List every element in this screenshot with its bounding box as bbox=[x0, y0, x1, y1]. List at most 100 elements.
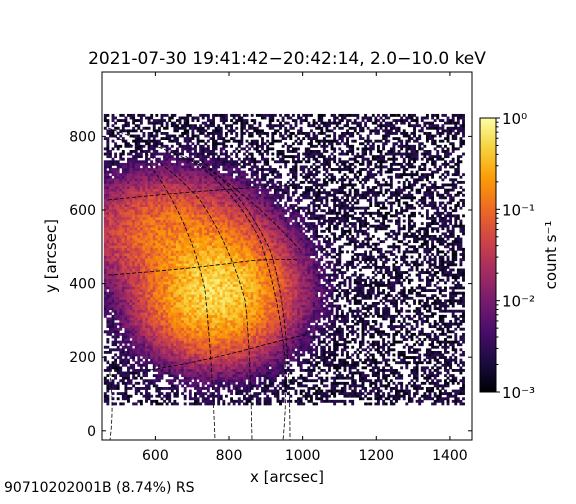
heatmap-cell bbox=[230, 173, 233, 177]
heatmap-cell bbox=[137, 211, 141, 215]
heatmap-cell bbox=[157, 361, 161, 365]
heatmap-cell bbox=[170, 268, 174, 272]
heatmap-cell bbox=[132, 338, 136, 341]
heatmap-cell bbox=[209, 245, 213, 249]
heatmap-cell bbox=[170, 374, 174, 378]
heatmap-cell bbox=[222, 294, 226, 298]
heatmap-cell bbox=[137, 229, 141, 233]
heatmap-cell bbox=[163, 237, 166, 241]
heatmap-cell bbox=[165, 165, 169, 169]
heatmap-cell bbox=[232, 245, 236, 249]
heatmap-cell bbox=[186, 216, 190, 220]
heatmap-cell bbox=[188, 144, 192, 148]
heatmap-cell bbox=[142, 374, 146, 378]
heatmap-cell bbox=[157, 374, 161, 378]
heatmap-cell bbox=[212, 312, 215, 316]
heatmap-cell bbox=[139, 343, 143, 347]
heatmap-cell bbox=[188, 332, 192, 336]
heatmap-cell bbox=[134, 258, 138, 262]
heatmap-cell bbox=[212, 168, 215, 171]
heatmap-cell bbox=[170, 343, 174, 347]
heatmap-cell bbox=[163, 299, 166, 303]
heatmap-cell bbox=[160, 374, 164, 378]
heatmap-cell bbox=[124, 296, 128, 300]
heatmap-cell bbox=[139, 366, 143, 370]
heatmap-cell bbox=[114, 314, 118, 318]
heatmap-cell bbox=[230, 340, 233, 344]
heatmap-cell bbox=[129, 271, 133, 274]
heatmap-cell bbox=[163, 188, 166, 192]
heatmap-cell bbox=[204, 361, 208, 365]
heatmap-cell bbox=[219, 222, 223, 226]
heatmap-cell bbox=[103, 113, 107, 117]
heatmap-cell bbox=[209, 281, 213, 285]
heatmap-cell bbox=[230, 271, 233, 274]
heatmap-cell bbox=[230, 322, 233, 326]
heatmap-cell bbox=[134, 209, 138, 213]
heatmap-cell bbox=[145, 263, 148, 267]
heatmap-cell bbox=[160, 312, 164, 316]
heatmap-cell bbox=[178, 322, 182, 326]
heatmap-cell bbox=[224, 144, 228, 148]
heatmap-cell bbox=[232, 198, 236, 202]
heatmap-cell bbox=[124, 214, 128, 218]
heatmap-cell bbox=[230, 363, 233, 367]
heatmap-cell bbox=[188, 330, 192, 334]
heatmap-cell bbox=[212, 222, 215, 226]
heatmap-cell bbox=[127, 276, 130, 280]
heatmap-cell bbox=[196, 209, 200, 213]
heatmap-cell bbox=[209, 232, 213, 236]
heatmap-cell bbox=[155, 191, 159, 195]
heatmap-cell bbox=[152, 379, 156, 383]
heatmap-cell bbox=[217, 240, 221, 244]
heatmap-cell bbox=[160, 193, 164, 197]
heatmap-cell bbox=[224, 258, 228, 262]
heatmap-cell bbox=[219, 263, 223, 267]
heatmap-cell bbox=[212, 258, 215, 262]
heatmap-cell bbox=[209, 131, 213, 135]
heatmap-cell bbox=[188, 219, 192, 223]
heatmap-cell bbox=[106, 345, 110, 349]
heatmap-cell bbox=[114, 330, 118, 334]
heatmap-cell bbox=[152, 237, 156, 241]
heatmap-cell bbox=[111, 317, 115, 321]
heatmap-cell bbox=[176, 232, 179, 236]
heatmap-cell bbox=[116, 273, 120, 277]
heatmap-cell bbox=[121, 302, 125, 305]
heatmap-cell bbox=[114, 278, 118, 282]
heatmap-cell bbox=[139, 255, 143, 259]
heatmap-cell bbox=[145, 186, 148, 189]
heatmap-cell bbox=[209, 348, 213, 352]
heatmap-cell bbox=[217, 173, 221, 177]
heatmap-cell bbox=[201, 198, 205, 202]
heatmap-cell bbox=[132, 258, 136, 262]
heatmap-cell bbox=[157, 299, 161, 303]
heatmap-cell bbox=[199, 157, 203, 161]
heatmap-cell bbox=[206, 196, 210, 200]
heatmap-cell bbox=[201, 206, 205, 210]
heatmap-cell bbox=[206, 209, 210, 213]
heatmap-cell bbox=[152, 186, 156, 189]
heatmap-cell bbox=[109, 368, 112, 372]
heatmap-cell bbox=[214, 299, 218, 303]
heatmap-cell bbox=[139, 144, 143, 148]
heatmap-cell bbox=[114, 168, 118, 171]
heatmap-cell bbox=[137, 273, 141, 277]
heatmap-cell bbox=[111, 198, 115, 202]
heatmap-cell bbox=[206, 191, 210, 195]
heatmap-cell bbox=[150, 198, 154, 202]
heatmap-cell bbox=[116, 363, 120, 367]
heatmap-cell bbox=[142, 168, 146, 171]
heatmap-cell bbox=[181, 250, 185, 254]
heatmap-cell bbox=[155, 273, 159, 277]
heatmap-cell bbox=[222, 250, 226, 254]
heatmap-cell bbox=[209, 371, 213, 375]
heatmap-cell bbox=[181, 168, 185, 171]
heatmap-cell bbox=[163, 345, 166, 349]
heatmap-cell bbox=[199, 235, 203, 238]
heatmap-cell bbox=[170, 150, 174, 153]
heatmap-cell bbox=[109, 152, 112, 156]
heatmap-cell bbox=[176, 168, 179, 171]
heatmap-cell bbox=[152, 253, 156, 256]
heatmap-cell bbox=[188, 170, 192, 174]
